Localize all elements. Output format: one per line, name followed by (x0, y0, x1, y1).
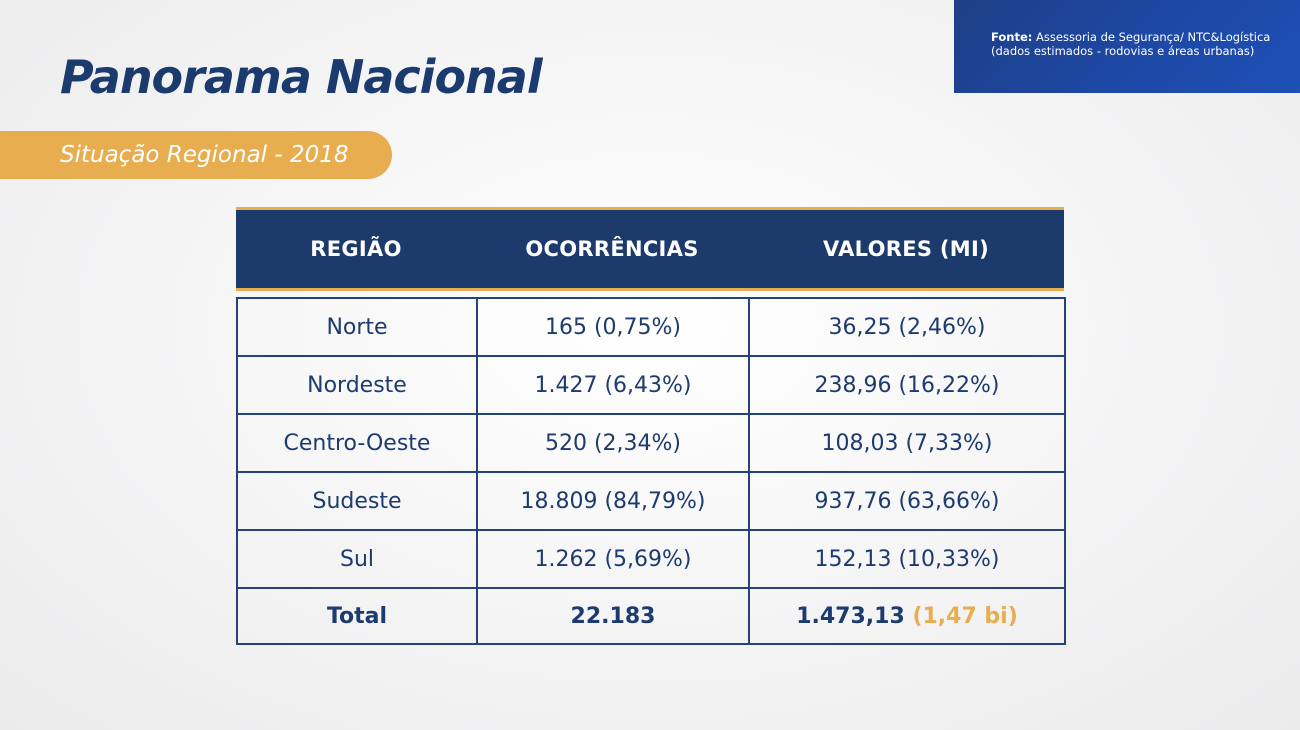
source-line-2: (dados estimados - rodovias e áreas urba… (991, 44, 1255, 58)
source-box: Fonte: Assessoria de Segurança/ NTC&Logí… (954, 0, 1300, 93)
cell-ocorrencias: 165 (0,75%) (476, 297, 750, 357)
page-title: Panorama Nacional (60, 50, 543, 104)
cell-regiao: Nordeste (236, 355, 478, 415)
table-body: Norte 165 (0,75%) 36,25 (2,46%) Nordeste… (236, 297, 1066, 645)
table-row: Norte 165 (0,75%) 36,25 (2,46%) (236, 297, 1066, 357)
cell-ocorrencias: 520 (2,34%) (476, 413, 750, 473)
cell-valores: 108,03 (7,33%) (748, 413, 1066, 473)
header-valores: VALORES (MI) (822, 237, 990, 261)
table-header: REGIÃO OCORRÊNCIAS VALORES (MI) (236, 207, 1064, 291)
cell-regiao: Centro-Oeste (236, 413, 478, 473)
source-label: Fonte: (991, 30, 1033, 44)
total-ocorrencias: 22.183 (476, 587, 750, 645)
cell-regiao: Norte (236, 297, 478, 357)
total-valores: 1.473,13 (796, 603, 905, 629)
subtitle: Situação Regional - 2018 (60, 142, 349, 168)
table-row: Sul 1.262 (5,69%) 152,13 (10,33%) (236, 529, 1066, 589)
subtitle-banner: Situação Regional - 2018 (0, 131, 392, 179)
cell-regiao: Sul (236, 529, 478, 589)
table-row: Centro-Oeste 520 (2,34%) 108,03 (7,33%) (236, 413, 1066, 473)
total-row: Total 22.183 1.473,13 (1,47 bi) (236, 587, 1066, 645)
table-row: Sudeste 18.809 (84,79%) 937,76 (63,66%) (236, 471, 1066, 531)
total-valores-cell: 1.473,13 (1,47 bi) (748, 587, 1066, 645)
table-row: Nordeste 1.427 (6,43%) 238,96 (16,22%) (236, 355, 1066, 415)
cell-valores: 238,96 (16,22%) (748, 355, 1066, 415)
cell-ocorrencias: 1.427 (6,43%) (476, 355, 750, 415)
regional-table: REGIÃO OCORRÊNCIAS VALORES (MI) Norte 16… (236, 207, 1066, 645)
source-line-1: Fonte: Assessoria de Segurança/ NTC&Logí… (991, 30, 1286, 44)
cell-ocorrencias: 18.809 (84,79%) (476, 471, 750, 531)
source-text: Assessoria de Segurança/ NTC&Logística (1036, 30, 1271, 44)
total-label: Total (236, 587, 478, 645)
total-valores-bi: (1,47 bi) (912, 603, 1018, 629)
cell-valores: 36,25 (2,46%) (748, 297, 1066, 357)
header-regiao: REGIÃO (310, 237, 402, 261)
header-ocorrencias: OCORRÊNCIAS (525, 237, 699, 261)
cell-valores: 937,76 (63,66%) (748, 471, 1066, 531)
cell-valores: 152,13 (10,33%) (748, 529, 1066, 589)
cell-regiao: Sudeste (236, 471, 478, 531)
cell-ocorrencias: 1.262 (5,69%) (476, 529, 750, 589)
